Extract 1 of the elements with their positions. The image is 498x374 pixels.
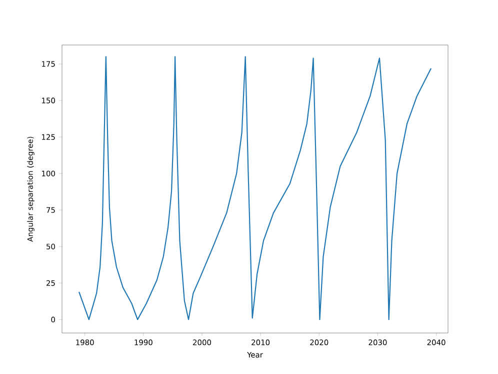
line-series [78, 56, 432, 320]
